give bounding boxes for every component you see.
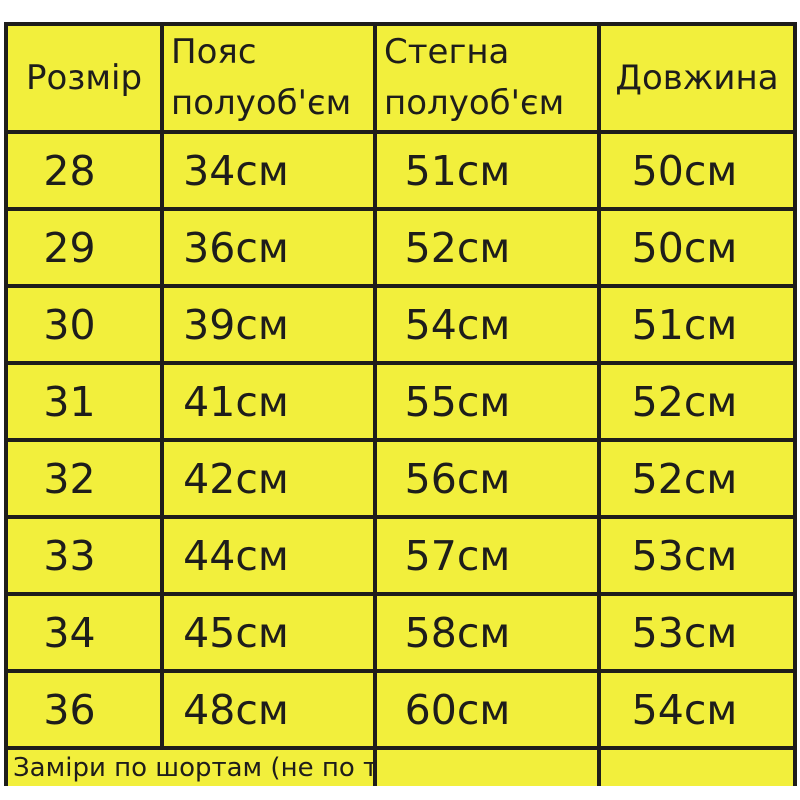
- hips-cell: 56см: [373, 438, 601, 519]
- table-row: 32 42см 56см 52см: [4, 438, 797, 519]
- size-cell: 34: [4, 592, 164, 673]
- hips-cell: 52см: [373, 207, 601, 288]
- waist-cell: 34см: [160, 130, 377, 211]
- footer-row: Заміри по шортам (не по тілу): [4, 746, 797, 786]
- waist-cell: 41см: [160, 361, 377, 442]
- length-cell: 52см: [597, 361, 797, 442]
- footer-note: Заміри по шортам (не по тілу): [4, 746, 377, 786]
- waist-cell: 39см: [160, 284, 377, 365]
- size-cell: 31: [4, 361, 164, 442]
- size-cell: 28: [4, 130, 164, 211]
- footer-empty-cell: [597, 746, 797, 786]
- length-cell: 51см: [597, 284, 797, 365]
- table-row: 34 45см 58см 53см: [4, 592, 797, 673]
- hips-cell: 51см: [373, 130, 601, 211]
- table-row: 28 34см 51см 50см: [4, 130, 797, 211]
- size-cell: 32: [4, 438, 164, 519]
- length-cell: 54см: [597, 669, 797, 750]
- column-header-waist: Пояс полуоб'єм: [160, 22, 377, 134]
- column-header-size: Розмір: [4, 22, 164, 134]
- waist-cell: 42см: [160, 438, 377, 519]
- table-row: 36 48см 60см 54см: [4, 669, 797, 750]
- size-cell: 36: [4, 669, 164, 750]
- hips-cell: 57см: [373, 515, 601, 596]
- table-row: 29 36см 52см 50см: [4, 207, 797, 288]
- hips-cell: 60см: [373, 669, 601, 750]
- column-header-length: Довжина: [597, 22, 797, 134]
- table-row: 30 39см 54см 51см: [4, 284, 797, 365]
- length-cell: 52см: [597, 438, 797, 519]
- size-cell: 30: [4, 284, 164, 365]
- header-row: Розмір Пояс полуоб'єм Стегна полуоб'єм Д…: [4, 22, 797, 134]
- table-row: 33 44см 57см 53см: [4, 515, 797, 596]
- hips-cell: 54см: [373, 284, 601, 365]
- waist-cell: 44см: [160, 515, 377, 596]
- size-chart-table: Розмір Пояс полуоб'єм Стегна полуоб'єм Д…: [4, 22, 797, 786]
- length-cell: 53см: [597, 592, 797, 673]
- hips-cell: 55см: [373, 361, 601, 442]
- size-cell: 33: [4, 515, 164, 596]
- waist-cell: 36см: [160, 207, 377, 288]
- length-cell: 53см: [597, 515, 797, 596]
- hips-cell: 58см: [373, 592, 601, 673]
- waist-cell: 45см: [160, 592, 377, 673]
- size-cell: 29: [4, 207, 164, 288]
- waist-cell: 48см: [160, 669, 377, 750]
- footer-empty-cell: [373, 746, 601, 786]
- column-header-hips: Стегна полуоб'єм: [373, 22, 601, 134]
- length-cell: 50см: [597, 207, 797, 288]
- table-row: 31 41см 55см 52см: [4, 361, 797, 442]
- length-cell: 50см: [597, 130, 797, 211]
